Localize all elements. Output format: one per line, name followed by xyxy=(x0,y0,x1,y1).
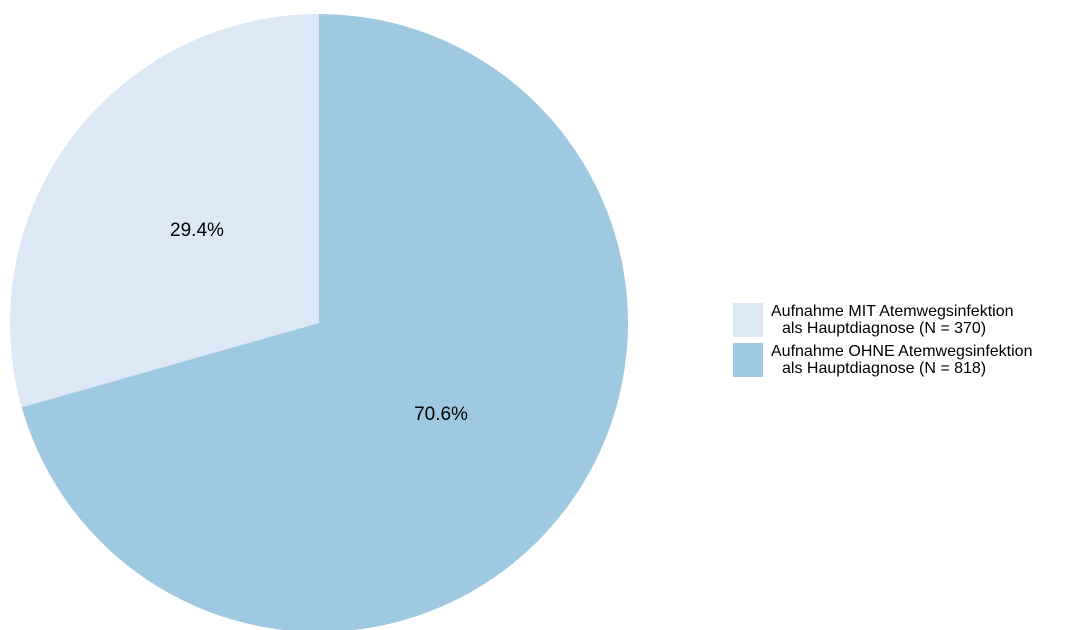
legend-swatch xyxy=(733,303,763,337)
pie-slice xyxy=(9,14,319,408)
legend-label: Aufnahme MIT Atemwegsinfektion xyxy=(771,303,1014,320)
pie-slice xyxy=(21,14,628,630)
legend-label: Aufnahme OHNE Atemwegsinfektion xyxy=(771,343,1032,360)
value-label: 29.4% xyxy=(170,220,224,241)
legend-swatch xyxy=(733,343,763,377)
legend-label: als Hauptdiagnose (N = 370) xyxy=(782,320,986,337)
value-label: 70.6% xyxy=(414,404,468,425)
legend-label: als Hauptdiagnose (N = 818) xyxy=(782,360,986,377)
